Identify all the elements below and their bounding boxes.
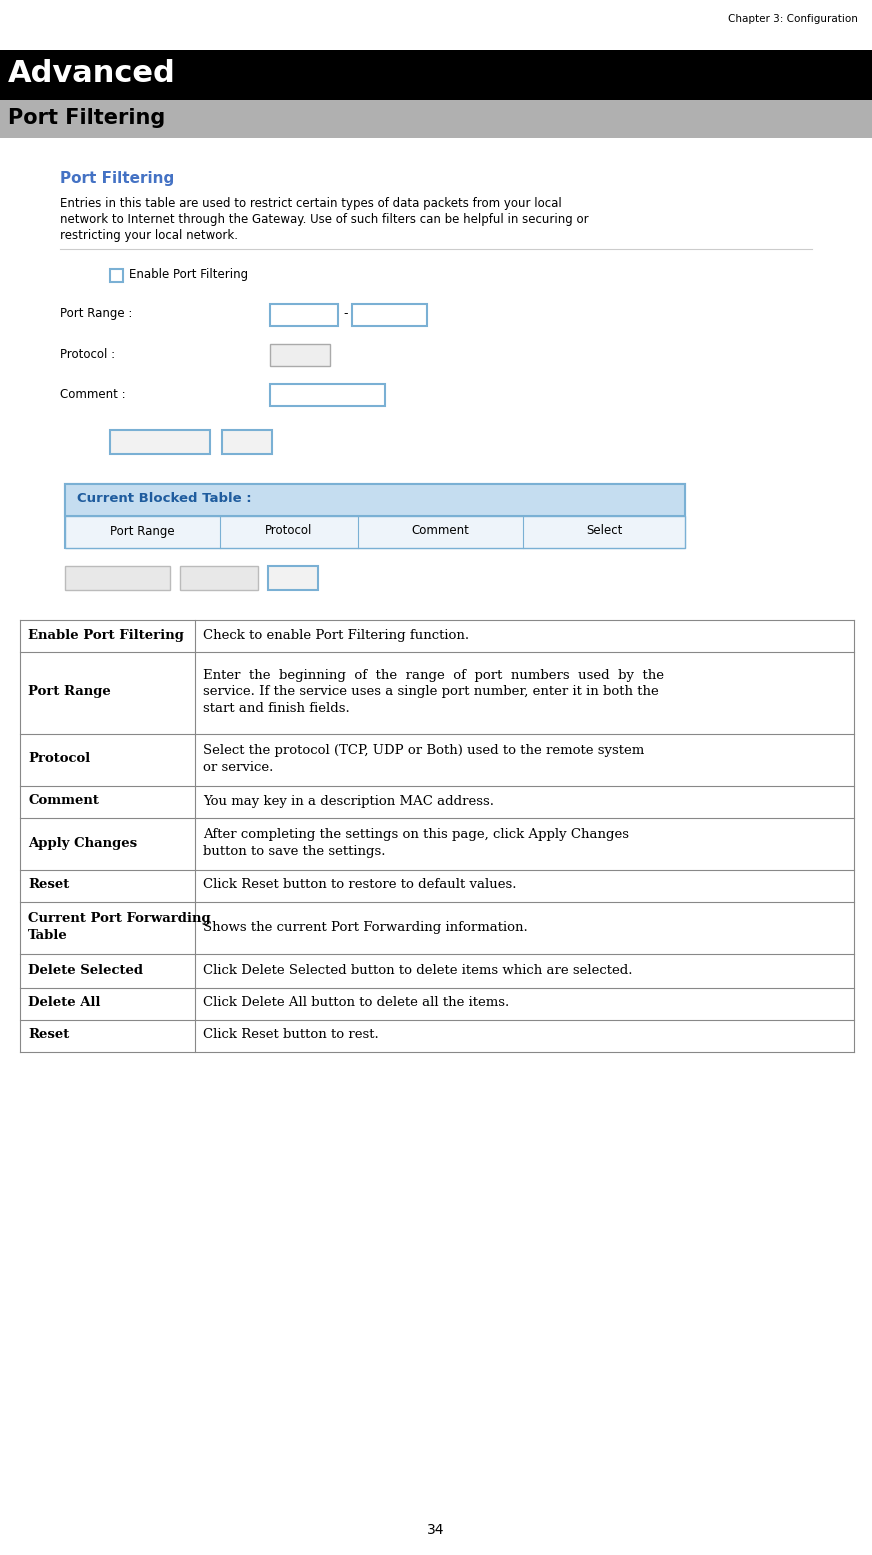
Text: Enable Port Filtering: Enable Port Filtering: [28, 628, 184, 642]
Text: Delete All: Delete All: [194, 572, 244, 582]
Text: Comment: Comment: [28, 795, 99, 807]
Bar: [20, 902, 854, 955]
Text: Both: Both: [277, 347, 304, 361]
Text: Port Filtering: Port Filtering: [8, 107, 166, 128]
Bar: [270, 303, 338, 327]
Text: Comment :: Comment :: [60, 387, 126, 401]
Text: Port Filtering: Port Filtering: [60, 171, 174, 187]
Text: restricting your local network.: restricting your local network.: [60, 229, 238, 243]
Text: Select: Select: [586, 524, 623, 538]
Bar: [20, 734, 854, 785]
Text: Delete All: Delete All: [28, 997, 100, 1009]
Text: 34: 34: [427, 1522, 445, 1536]
Bar: [65, 516, 685, 547]
Bar: [20, 955, 854, 987]
Bar: [0, 50, 872, 100]
Text: Chapter 3: Configuration: Chapter 3: Configuration: [728, 14, 858, 23]
Text: -: -: [343, 308, 348, 320]
Bar: [222, 431, 272, 454]
Text: Apply Changes: Apply Changes: [119, 435, 201, 446]
Text: Enter  the  beginning  of  the  range  of  port  numbers  used  by  the
service.: Enter the beginning of the range of port…: [203, 669, 664, 715]
Bar: [20, 987, 854, 1020]
Text: Reset: Reset: [28, 879, 69, 891]
Text: Advanced: Advanced: [8, 59, 176, 87]
Bar: [270, 384, 385, 406]
Text: You may key in a description MAC address.: You may key in a description MAC address…: [203, 795, 494, 807]
Text: Delete Selected: Delete Selected: [28, 964, 143, 977]
Text: Click Delete Selected button to delete items which are selected.: Click Delete Selected button to delete i…: [203, 964, 632, 977]
Bar: [65, 484, 685, 516]
Bar: [110, 431, 210, 454]
Text: Click Delete All button to delete all the items.: Click Delete All button to delete all th…: [203, 997, 509, 1009]
Text: Port Range: Port Range: [110, 524, 174, 538]
Text: Entries in this table are used to restrict certain types of data packets from yo: Entries in this table are used to restri…: [60, 197, 562, 210]
Text: Protocol: Protocol: [265, 524, 313, 538]
Bar: [20, 869, 854, 902]
Text: Current Port Forwarding
Table: Current Port Forwarding Table: [28, 913, 211, 942]
Text: Reset: Reset: [28, 1028, 69, 1042]
Bar: [180, 566, 258, 589]
Text: Port Range: Port Range: [28, 686, 111, 698]
Bar: [20, 620, 854, 652]
Bar: [20, 785, 854, 818]
Bar: [65, 484, 685, 547]
Bar: [20, 652, 854, 734]
Bar: [65, 566, 170, 589]
Text: Comment: Comment: [412, 524, 469, 538]
Text: network to Internet through the Gateway. Use of such filters can be helpful in s: network to Internet through the Gateway.…: [60, 213, 589, 225]
Text: Click Reset button to rest.: Click Reset button to rest.: [203, 1028, 378, 1042]
Text: Delete Selected: Delete Selected: [76, 572, 159, 582]
Bar: [0, 100, 872, 138]
Text: Reset: Reset: [277, 572, 309, 582]
Text: Protocol :: Protocol :: [60, 347, 115, 361]
Text: Enable Port Filtering: Enable Port Filtering: [129, 267, 249, 281]
Text: Select the protocol (TCP, UDP or Both) used to the remote system
or service.: Select the protocol (TCP, UDP or Both) u…: [203, 745, 644, 774]
Text: Current Blocked Table :: Current Blocked Table :: [77, 493, 252, 505]
Bar: [268, 566, 318, 589]
Bar: [20, 1020, 854, 1053]
Text: Port Range :: Port Range :: [60, 308, 133, 320]
Bar: [352, 303, 427, 327]
Bar: [20, 818, 854, 869]
Text: Apply Changes: Apply Changes: [28, 837, 137, 849]
Text: Click Reset button to restore to default values.: Click Reset button to restore to default…: [203, 879, 516, 891]
Text: Shows the current Port Forwarding information.: Shows the current Port Forwarding inform…: [203, 921, 528, 933]
Bar: [110, 269, 123, 281]
Text: Reset: Reset: [231, 435, 262, 446]
Text: ▾: ▾: [314, 348, 320, 359]
Text: Protocol: Protocol: [28, 753, 90, 765]
Text: Check to enable Port Filtering function.: Check to enable Port Filtering function.: [203, 628, 469, 642]
Text: After completing the settings on this page, click Apply Changes
button to save t: After completing the settings on this pa…: [203, 829, 629, 858]
Bar: [270, 344, 330, 365]
